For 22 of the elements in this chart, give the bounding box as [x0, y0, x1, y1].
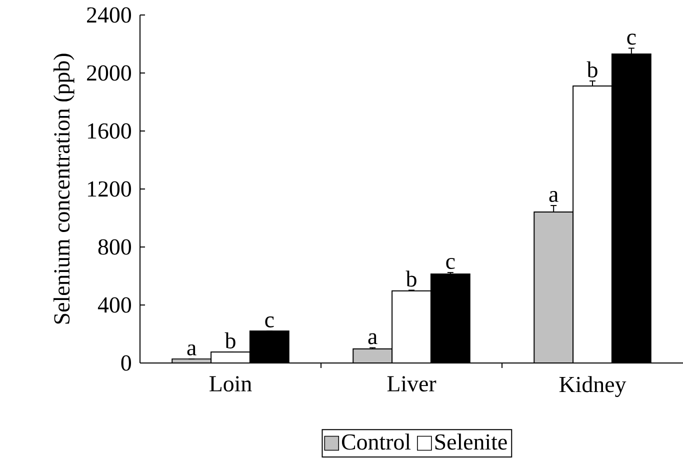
legend-label: Selenite	[435, 434, 507, 450]
y-tick-label: 400	[98, 297, 131, 313]
x-tick-label: Loin	[210, 376, 252, 392]
data-label: a	[187, 344, 196, 356]
y-tick-label: 1600	[88, 123, 131, 139]
x-tick-label: Kidney	[559, 376, 626, 397]
y-axis-title: Selenium concentration (ppb)	[53, 54, 74, 324]
data-label: a	[368, 333, 378, 344]
y-tick-label: 0	[121, 355, 131, 371]
data-label: b	[586, 61, 598, 78]
data-label: c	[446, 258, 455, 270]
y-tick-label: 2400	[87, 7, 131, 23]
x-tick-label: Liver	[387, 376, 436, 392]
data-label: c	[627, 34, 636, 45]
data-label: c	[265, 316, 274, 328]
legend-label: Control	[342, 434, 411, 450]
data-label: a	[549, 191, 558, 202]
y-tick-label: 800	[98, 239, 131, 255]
data-label: b	[406, 270, 416, 287]
y-tick-label: 1200	[88, 181, 131, 197]
y-tick-label: 2000	[87, 65, 131, 81]
data-label: b	[224, 332, 236, 348]
